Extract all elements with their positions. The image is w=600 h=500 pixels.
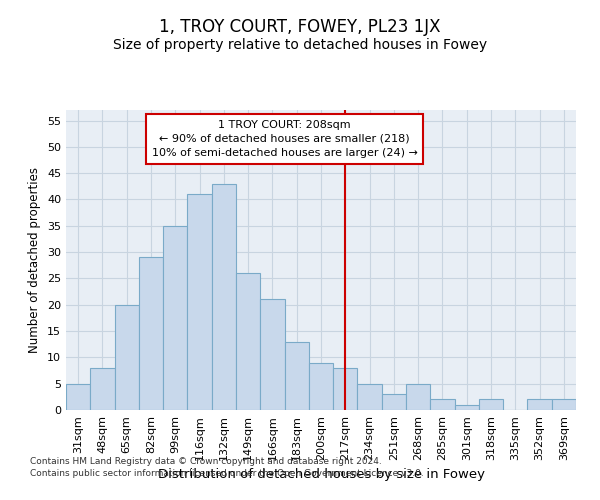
Y-axis label: Number of detached properties: Number of detached properties [28,167,41,353]
Bar [139,258,163,410]
Bar [284,342,309,410]
Bar [187,194,212,410]
Bar [90,368,115,410]
Bar [333,368,358,410]
Text: Size of property relative to detached houses in Fowey: Size of property relative to detached ho… [113,38,487,52]
Bar [115,304,139,410]
Bar [552,400,576,410]
Text: 1, TROY COURT, FOWEY, PL23 1JX: 1, TROY COURT, FOWEY, PL23 1JX [159,18,441,36]
Bar [382,394,406,410]
Bar [406,384,430,410]
Bar [309,362,333,410]
Bar [260,300,284,410]
Text: 1 TROY COURT: 208sqm
← 90% of detached houses are smaller (218)
10% of semi-deta: 1 TROY COURT: 208sqm ← 90% of detached h… [152,120,418,158]
Bar [212,184,236,410]
Bar [163,226,187,410]
Bar [358,384,382,410]
Bar [527,400,552,410]
Bar [236,273,260,410]
Text: Contains HM Land Registry data © Crown copyright and database right 2024.
Contai: Contains HM Land Registry data © Crown c… [30,456,424,477]
Bar [66,384,90,410]
Bar [430,400,455,410]
Bar [479,400,503,410]
X-axis label: Distribution of detached houses by size in Fowey: Distribution of detached houses by size … [157,468,485,481]
Bar [455,404,479,410]
